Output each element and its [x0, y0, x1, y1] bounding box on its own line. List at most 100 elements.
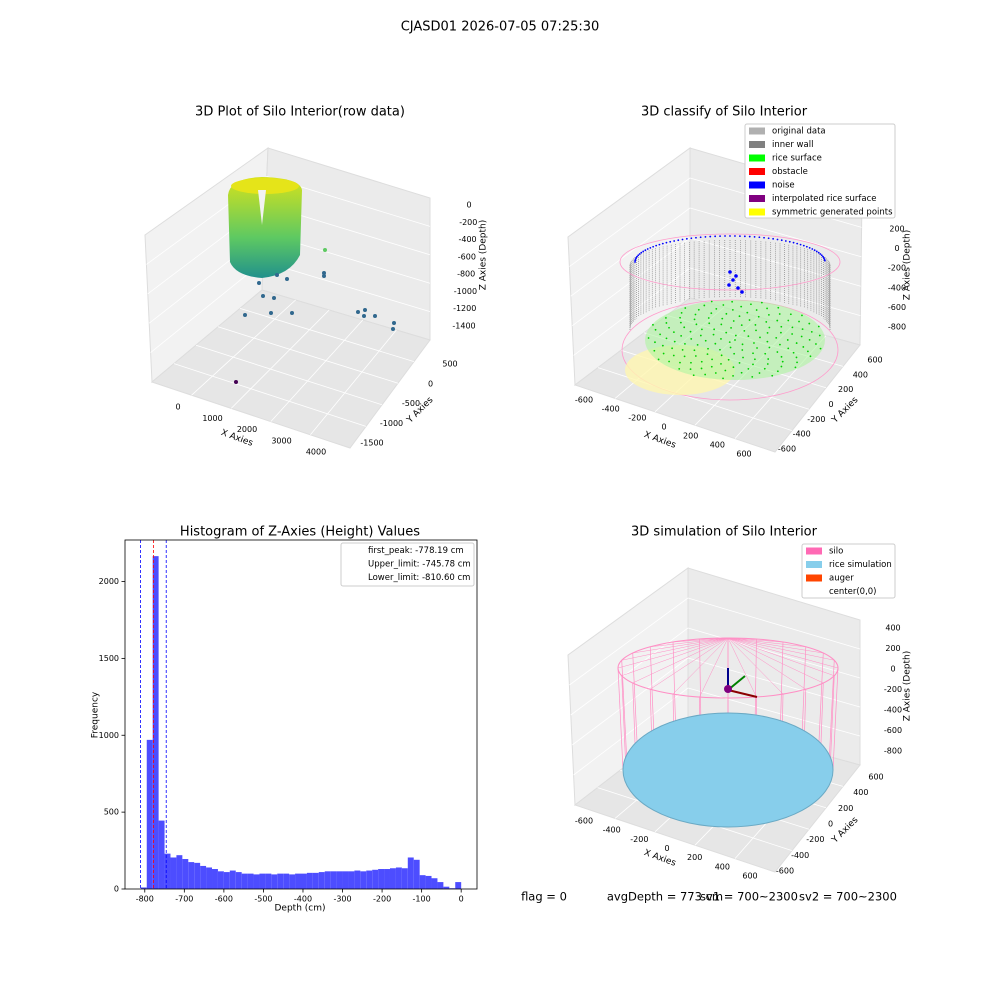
silo-gap [258, 190, 266, 225]
bar [324, 871, 331, 889]
noise-point [709, 235, 712, 238]
z-tick-label: -600 [458, 252, 476, 261]
x-tick-label: 400 [710, 441, 725, 450]
silo-wire [650, 637, 729, 648]
rice-point [766, 307, 768, 310]
bar [443, 886, 450, 889]
rice-point [808, 322, 811, 325]
rice-point [690, 361, 692, 364]
silo-top [231, 178, 299, 194]
rice-point [740, 324, 743, 327]
bar [342, 871, 349, 889]
chart-title: Histogram of Z-Axies (Height) Values [180, 525, 420, 540]
rice-point [819, 347, 822, 350]
chart-title: 3D Plot of Silo Interior(row data) [195, 105, 405, 120]
x-tick-label: -200 [373, 895, 391, 904]
noise-point [763, 236, 765, 239]
bar [283, 873, 290, 889]
silo-wire [672, 642, 676, 723]
bar [455, 882, 462, 889]
silo-wire [672, 637, 729, 643]
noise-point [731, 278, 735, 282]
legend-label: center(0,0) [829, 587, 877, 597]
rice-point [703, 304, 706, 307]
rice-point [748, 319, 751, 321]
footer-text: avgDepth = 773 cm [607, 890, 723, 904]
noise-point [649, 246, 652, 249]
pane-grid [173, 363, 367, 427]
x-tick-label: -500 [254, 895, 272, 904]
rice-point [722, 377, 724, 380]
axis-arrow [727, 689, 758, 698]
noise-point [727, 283, 731, 287]
bar [259, 873, 266, 889]
rice-point [707, 347, 709, 350]
silo-wire [632, 637, 729, 684]
z-tick-label: -400 [884, 706, 902, 715]
silo-wire [801, 646, 807, 732]
z-tick-label: -400 [888, 283, 906, 292]
rice-point [818, 334, 821, 337]
bar [425, 875, 432, 889]
legend-swatch [749, 181, 765, 189]
x-tick-label: -600 [575, 396, 593, 405]
z-axis-label: Z Axies (Depth) [903, 651, 913, 722]
noise-point [635, 257, 638, 259]
y-tick-label: -500 [402, 399, 420, 408]
rice-point [693, 349, 696, 352]
rice-point [817, 325, 820, 328]
bar [265, 873, 272, 889]
rice-point [780, 331, 782, 334]
pane-grid [571, 657, 689, 746]
bar [401, 868, 408, 889]
bar [217, 871, 224, 889]
bar [152, 556, 159, 889]
rice-point [778, 313, 781, 315]
silo-wire [727, 637, 806, 648]
silo-wire [672, 637, 729, 695]
rice-point [732, 366, 735, 369]
rice-point [671, 347, 674, 350]
x-tick-label: -800 [136, 895, 154, 904]
noise-point [640, 251, 643, 254]
bar [241, 873, 248, 889]
bar [419, 875, 426, 889]
noise-point [767, 237, 770, 240]
legend-swatch [749, 195, 765, 202]
y-tick-label: -1500 [360, 439, 383, 448]
noise-point [673, 240, 676, 242]
rice-point [678, 368, 681, 370]
rice-point [665, 322, 668, 324]
rice-point [672, 331, 675, 334]
noise-point [820, 254, 823, 257]
noise-point [699, 236, 702, 239]
y-tick-label: 0 [428, 379, 433, 388]
rice-point [653, 349, 656, 352]
silo-wire [650, 637, 729, 690]
rice-point [810, 331, 813, 333]
pane-grid [230, 309, 330, 409]
silo-wire [617, 637, 839, 699]
noise-point [665, 241, 668, 244]
footer-text: sv1 = 700~2300 [700, 890, 798, 904]
silo-wire [780, 642, 784, 723]
outlier-point [234, 380, 238, 384]
rice-point [757, 315, 760, 318]
rice-point [690, 338, 693, 340]
pane-grid [689, 237, 861, 287]
silo-wire [649, 646, 655, 732]
silo-wire [699, 639, 702, 717]
z-tick-label: -200 [888, 264, 906, 273]
y-tick-label: -600 [778, 445, 796, 454]
rice-point [767, 358, 770, 360]
x-tick-label: 2000 [237, 425, 257, 434]
x-tick-label: -400 [603, 826, 621, 835]
x-tick-label: -100 [413, 895, 431, 904]
z-tick-label: 0 [890, 665, 895, 674]
rice-point [800, 335, 803, 338]
noise-point [652, 245, 655, 248]
pane-grid [689, 207, 862, 258]
legend-swatch [806, 547, 822, 555]
legend-swatch [749, 141, 765, 148]
rice-point [751, 375, 754, 378]
